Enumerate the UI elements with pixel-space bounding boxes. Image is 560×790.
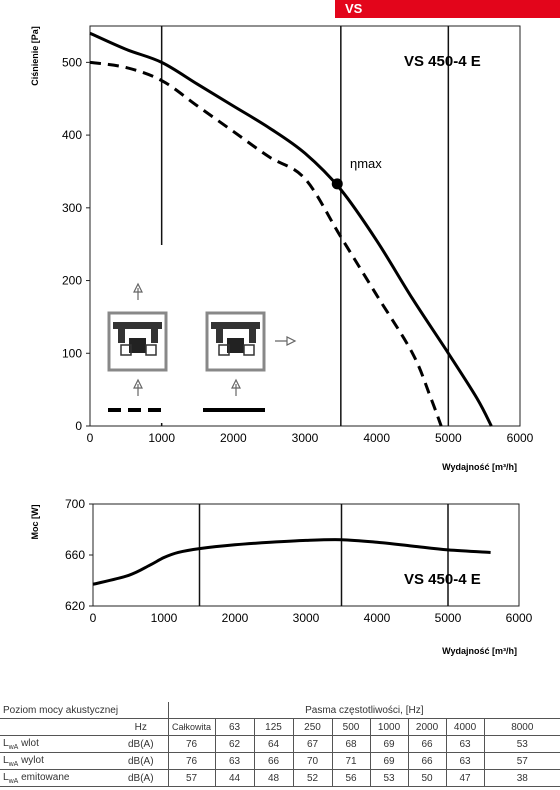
arrow-up-icon (231, 378, 241, 396)
table-cell: 63 (214, 752, 255, 770)
power-series-solid (92, 538, 491, 586)
pressure-plot-frame (89, 25, 521, 427)
pressure-series-solid (89, 31, 493, 427)
power-x-tick-label: 3000 (293, 611, 320, 625)
table-cell: 68 (331, 735, 371, 753)
table-cell: 52 (292, 769, 333, 787)
table-cell: 69 (369, 735, 409, 753)
pressure-y-tick-label: 200 (62, 274, 82, 288)
pressure-y-axis-label: Ciśnienie [Pa] (30, 26, 40, 86)
table-title-row: Poziom mocy akustycznej Pasma częstotliw… (0, 702, 560, 719)
table-cell: 63 (445, 752, 485, 770)
row-unit: dB(A) (114, 752, 169, 770)
band-header: 2000 (407, 718, 447, 736)
fan-unit-right-icon (205, 311, 266, 372)
table-cell: 66 (407, 752, 447, 770)
pressure-x-tick-label: 6000 (507, 431, 534, 445)
arrow-up-icon (133, 378, 143, 396)
fan-mounting-diagram (96, 245, 306, 423)
band-header: 1000 (369, 718, 409, 736)
table-cell: 66 (407, 735, 447, 753)
pressure-model-label: VS 450-4 E (404, 53, 481, 70)
power-x-tick-label: 5000 (435, 611, 462, 625)
pressure-y-tick-label: 400 (62, 128, 82, 142)
arrow-up-icon (133, 282, 143, 300)
table-cell: 38 (483, 769, 560, 787)
power-plot-frame (92, 503, 520, 607)
pressure-x-tick-label: 3000 (292, 431, 319, 445)
pressure-y-tick-label: 0 (75, 419, 82, 433)
brand-tab: VS (335, 0, 560, 18)
eta-max-label: ηmax (350, 156, 382, 171)
pressure-series-dashed (89, 60, 443, 427)
table-cell: 50 (407, 769, 447, 787)
band-header: 4000 (445, 718, 485, 736)
table-cell: 71 (331, 752, 371, 770)
pressure-x-axis-label: Wydajność [m³/h] (442, 462, 517, 472)
table-cell: 57 (167, 769, 216, 787)
sound-power-table: Poziom mocy akustycznej Pasma częstotliw… (0, 702, 560, 787)
band-header: Całkowita (167, 718, 216, 736)
pressure-x-tick-label: 0 (87, 431, 94, 445)
band-header: 500 (331, 718, 371, 736)
pressure-chart: 0 1000 2000 3000 4000 5000 6000 0 100 200 300 400 50… (30, 25, 534, 472)
pressure-y-tick-label: 500 (62, 55, 82, 69)
table-cell: 70 (292, 752, 333, 770)
table-cell: 66 (253, 752, 294, 770)
power-y-tick-label: 660 (65, 548, 85, 562)
row-label: LwA wylot (0, 752, 114, 770)
power-x-tick-label: 1000 (151, 611, 178, 625)
table-cell: 63 (445, 735, 485, 753)
table-cell: 44 (214, 769, 255, 787)
power-chart: 0 1000 2000 3000 4000 5000 6000 620 660 700 VS 45… (30, 497, 533, 656)
table-cell: 76 (167, 752, 216, 770)
pressure-x-tick-label: 1000 (148, 431, 175, 445)
pressure-y-tick-label: 300 (62, 201, 82, 215)
table-cell: 53 (483, 735, 560, 753)
pressure-x-tick-label: 4000 (363, 431, 390, 445)
row-label: LwA emitowane (0, 769, 114, 787)
row-unit: dB(A) (114, 735, 169, 753)
bands-title: Pasma częstotliwości, [Hz] (167, 702, 560, 719)
band-header: 8000 (483, 718, 560, 736)
table-cell: 64 (253, 735, 294, 753)
table-row: LwA emitowane dB(A) 57 44 48 52 56 53 50 47 38 (0, 769, 560, 787)
power-x-tick-label: 0 (90, 611, 97, 625)
table-cell: 47 (445, 769, 485, 787)
power-y-axis-label: Moc [W] (30, 505, 40, 540)
power-x-tick-label: 2000 (222, 611, 249, 625)
table-cell: 62 (214, 735, 255, 753)
table-cell: 53 (369, 769, 409, 787)
table-cell: 56 (331, 769, 371, 787)
band-header: 125 (253, 718, 294, 736)
table-title: Poziom mocy akustycznej (0, 702, 169, 719)
table-cell: 57 (483, 752, 560, 770)
table-cell: 76 (167, 735, 216, 753)
power-x-tick-label: 6000 (506, 611, 533, 625)
row-label: LwA wlot (0, 735, 114, 753)
row-unit: dB(A) (114, 769, 169, 787)
pressure-x-tick-label: 2000 (220, 431, 247, 445)
table-row: LwA wylot dB(A) 76 63 66 70 71 69 66 63 57 (0, 752, 560, 770)
power-model-label: VS 450-4 E (404, 571, 481, 588)
table-row: LwA wlot dB(A) 76 62 64 67 68 69 66 63 53 (0, 735, 560, 753)
table-cell: 69 (369, 752, 409, 770)
table-cell: 67 (292, 735, 333, 753)
power-x-tick-label: 4000 (364, 611, 391, 625)
brand-label: VS (345, 1, 363, 16)
unit-header: Hz (114, 718, 169, 736)
eta-max-point (331, 178, 343, 190)
fan-unit-left-icon (107, 311, 168, 372)
pressure-y-tick-label: 100 (62, 346, 82, 360)
pressure-x-tick-label: 5000 (435, 431, 462, 445)
table-cell: 48 (253, 769, 294, 787)
power-y-tick-label: 620 (65, 599, 85, 613)
power-y-tick-label: 700 (65, 497, 85, 511)
arrow-right-icon (275, 336, 297, 346)
table-header-row: Hz Całkowita 63 125 250 500 1000 2000 4000 8000 (0, 718, 560, 736)
power-x-axis-label: Wydajność [m³/h] (442, 646, 517, 656)
band-header: 63 (214, 718, 255, 736)
band-header: 250 (292, 718, 333, 736)
